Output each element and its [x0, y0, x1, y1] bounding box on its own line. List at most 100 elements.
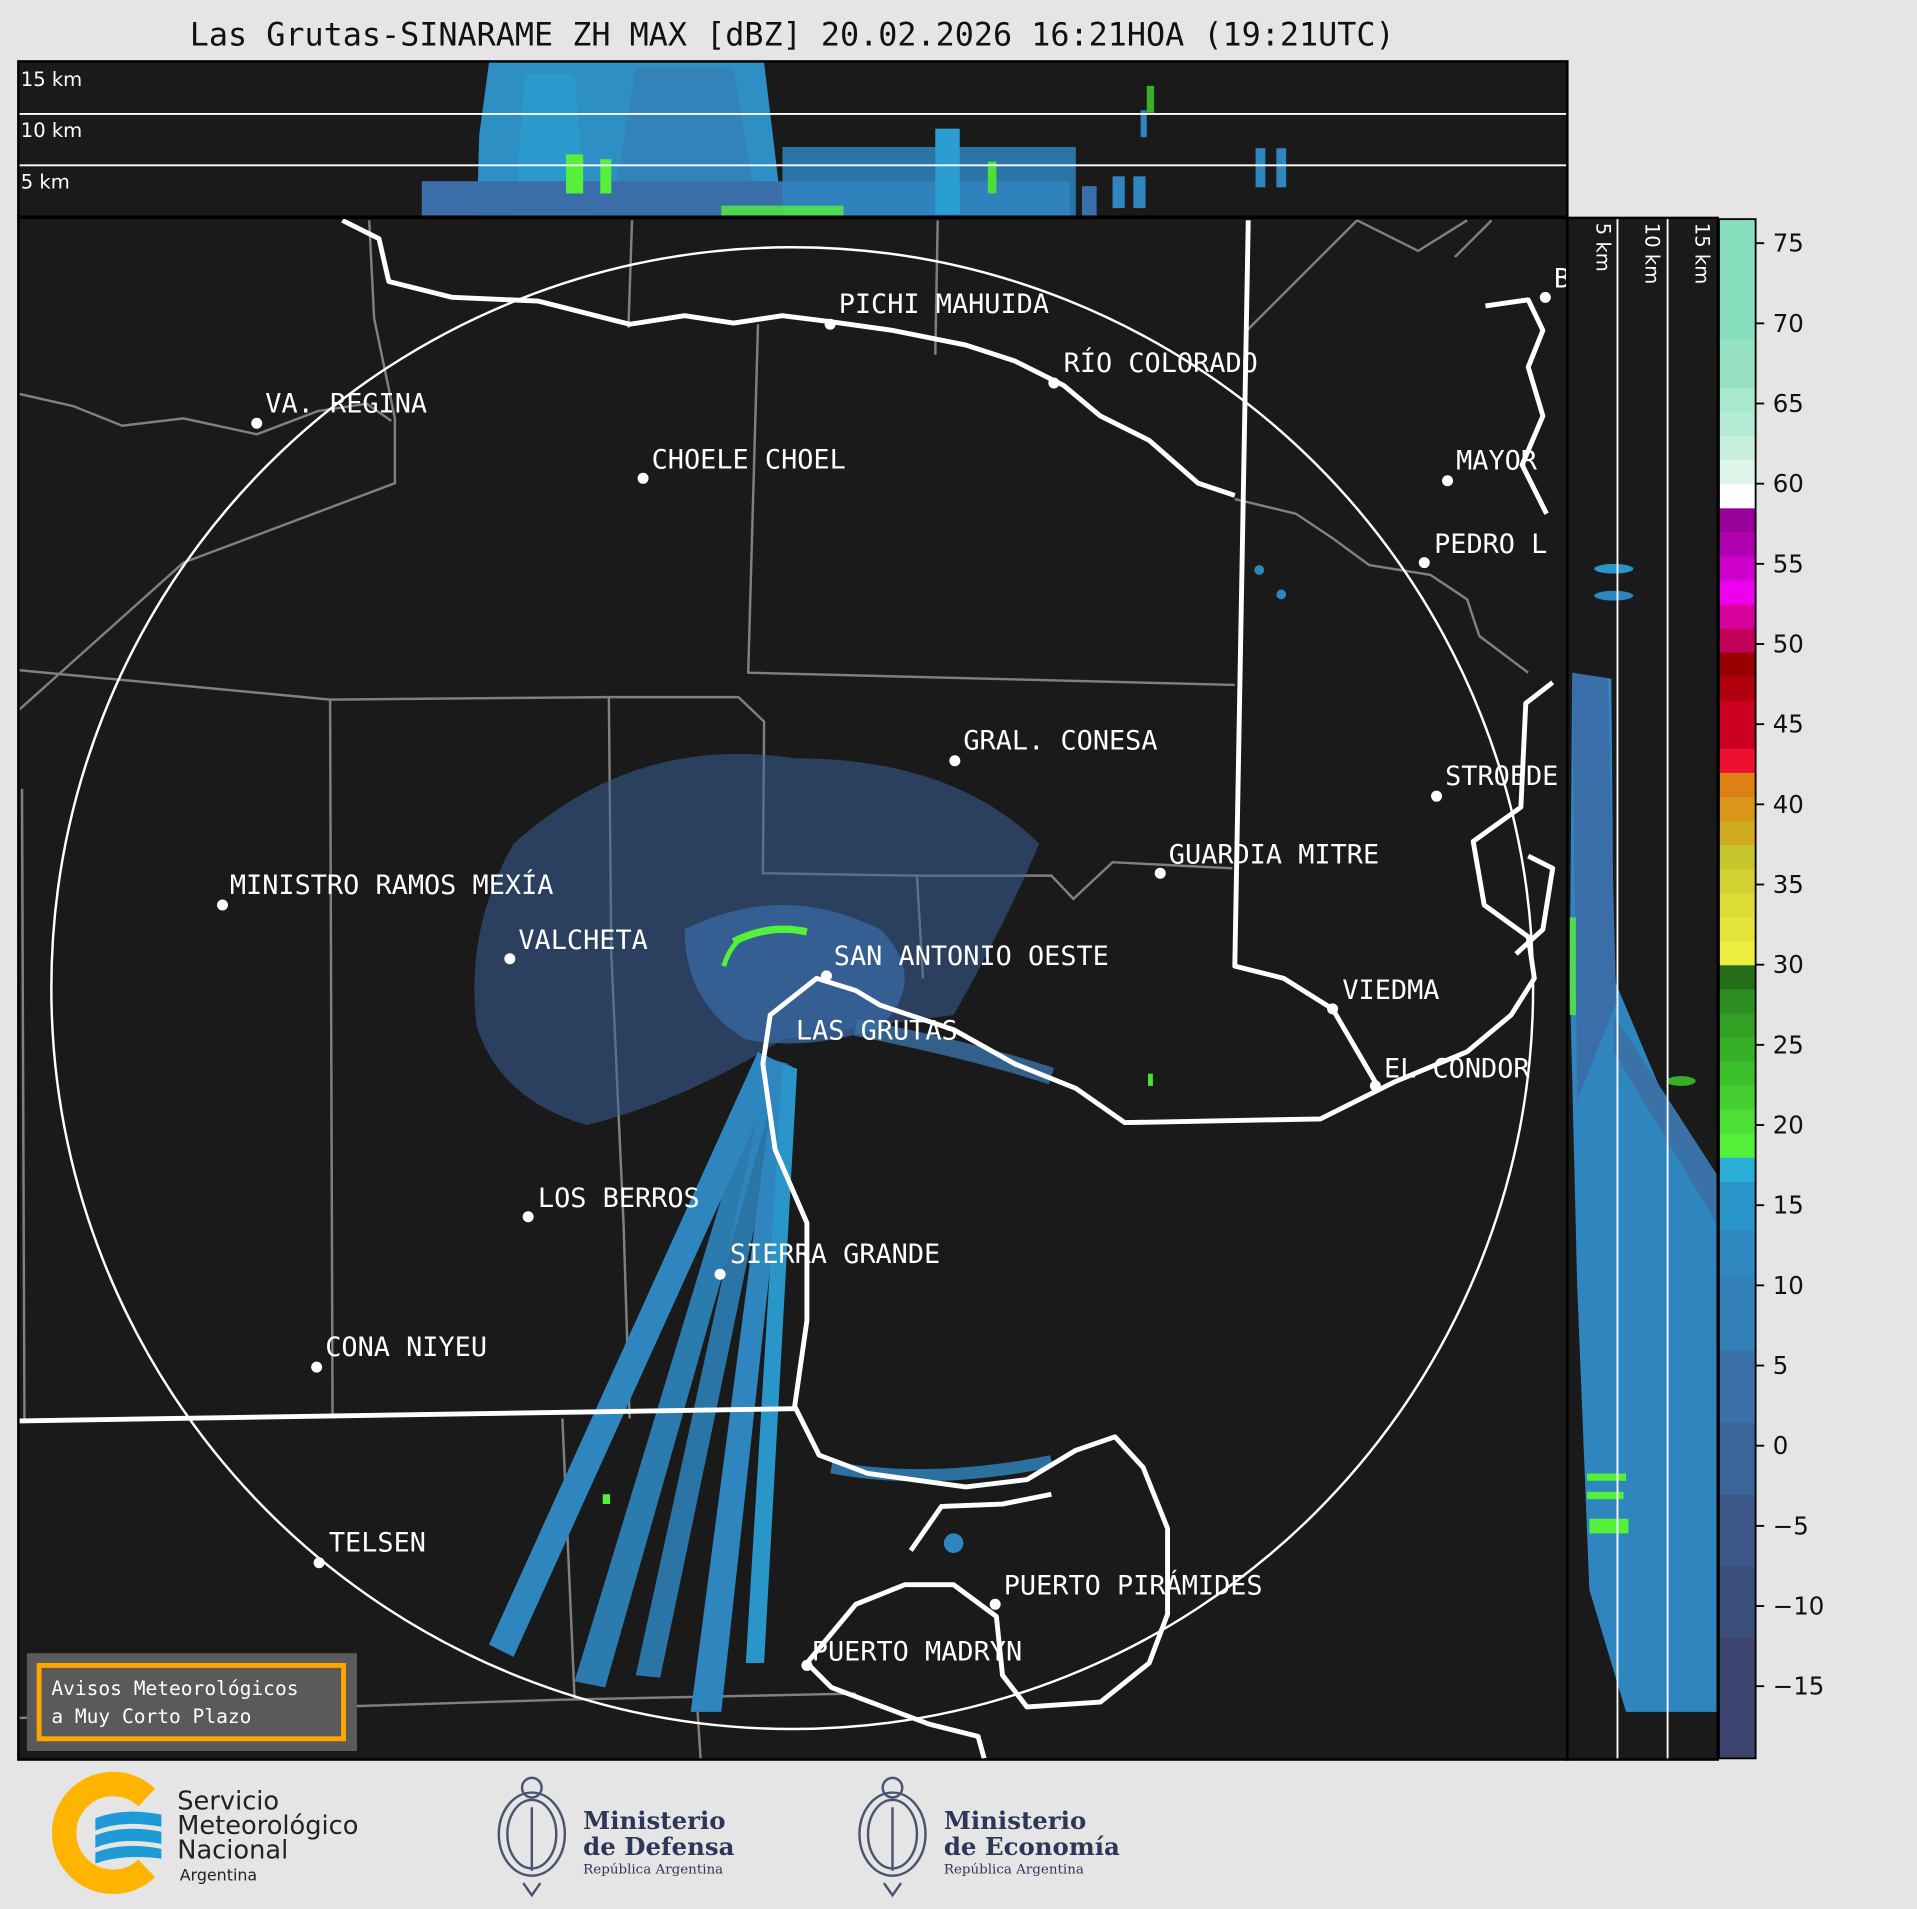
city-rio-colorado: RÍO COLORADO: [1048, 347, 1258, 389]
colorbar-tick-label: 25: [1773, 1030, 1804, 1059]
radar-map[interactable]: PICHI MAHUIDA RÍO COLORADO VA. REGINA CH…: [17, 216, 1570, 1761]
colorbar-tick-label: −10: [1773, 1592, 1825, 1621]
city-puerto-piramides: PUERTO PIRÁMIDES: [989, 1570, 1263, 1610]
colorbar-tick-label: 30: [1773, 950, 1804, 979]
warning-box-line2: a Muy Corto Plazo: [51, 1705, 251, 1728]
colorbar-tick-label: 35: [1773, 870, 1804, 899]
economia-line3: República Argentina: [944, 1862, 1084, 1877]
city-labels: PICHI MAHUIDA RÍO COLORADO VA. REGINA CH…: [217, 264, 1566, 1671]
colorbar-tick-label: 15: [1773, 1191, 1804, 1220]
colorbar-segment: [1718, 820, 1756, 846]
colorbar-segment: [1718, 579, 1756, 605]
city-los-berros: LOS BERROS: [522, 1183, 700, 1223]
colorbar-segment: [1718, 1157, 1756, 1182]
colorbar-segment: [1718, 1277, 1756, 1351]
colorbar-segment: [1718, 411, 1756, 437]
economia-line2: de Economía: [944, 1832, 1120, 1861]
colorbar-tick-label: 60: [1773, 469, 1804, 498]
colorbar-segment: [1718, 700, 1756, 749]
svg-text:RÍO COLORADO: RÍO COLORADO: [1064, 347, 1258, 379]
colorbar-segment: [1718, 748, 1756, 773]
city-san-antonio-oeste: SAN ANTONIO OESTE: [820, 941, 1109, 982]
svg-text:VALCHETA: VALCHETA: [518, 925, 647, 956]
city-ministro-ramos-mexia: MINISTRO RAMOS MEXÍA: [217, 869, 553, 911]
colorbar-frame: [1718, 218, 1757, 1760]
economia-line1: Ministerio: [944, 1806, 1086, 1835]
svg-text:EL CONDOR: EL CONDOR: [1384, 1053, 1530, 1084]
smn-logo-mark-icon: [51, 1771, 156, 1894]
smn-line1: Servicio: [177, 1787, 279, 1817]
warning-box-border: [36, 1662, 346, 1742]
city-telsen: TELSEN: [313, 1528, 426, 1569]
svg-text:STROEDE: STROEDE: [1445, 761, 1558, 792]
ministerio-economia-logo: Ministerio de Economía República Argenti…: [858, 1776, 1120, 1898]
colorbar-segment: [1718, 1181, 1756, 1230]
colorbar-tick-label: 20: [1773, 1111, 1804, 1140]
city-sierra-grande: SIERRA GRANDE: [714, 1239, 940, 1280]
colorbar-segment: [1718, 1421, 1756, 1495]
colorbar-segment: [1718, 1012, 1756, 1038]
svg-text:GUARDIA MITRE: GUARDIA MITRE: [1169, 839, 1379, 870]
defensa-line3: República Argentina: [583, 1862, 723, 1877]
warning-link-box[interactable]: Avisos Meteorológicos a Muy Corto Plazo: [26, 1653, 357, 1752]
top-profile-label-10km: 10 km: [21, 119, 82, 142]
colorbar-segment: [1718, 1108, 1756, 1134]
colorbar-segment: [1718, 1638, 1756, 1759]
colorbar-tick-label: 55: [1773, 549, 1804, 578]
colorbar-segment: [1718, 988, 1756, 1014]
city-pedro-l: PEDRO L: [1418, 529, 1547, 569]
figure-title: Las Grutas-SINARAME ZH MAX [dBZ] 20.02.2…: [190, 18, 1395, 54]
city-stroede: STROEDE: [1431, 761, 1558, 802]
colorbar-segment: [1718, 916, 1756, 942]
radar-echoes: [474, 565, 1287, 1712]
coastline-and-rivers: [19, 219, 1556, 1759]
colorbar-segment: [1718, 339, 1756, 389]
colorbar-tick-label: −5: [1773, 1511, 1809, 1540]
colorbar-segment: [1718, 555, 1756, 581]
colorbar-segment: [1718, 1060, 1756, 1086]
colorbar-tick-label: 75: [1773, 229, 1804, 258]
side-profile-label-15km: 15 km: [1691, 223, 1714, 284]
colorbar-segment: [1718, 1133, 1756, 1158]
colorbar-tick-label: 0: [1773, 1431, 1789, 1460]
svg-text:LOS BERROS: LOS BERROS: [538, 1183, 700, 1214]
colorbar-segment: [1718, 435, 1756, 461]
svg-text:LAS GRUTAS: LAS GRUTAS: [796, 1015, 958, 1046]
city-cona-niyeu: CONA NIYEU: [311, 1332, 487, 1373]
top-profile-label-5km: 5 km: [21, 171, 70, 194]
colorbar-segment: [1718, 844, 1756, 870]
colorbar-segment: [1718, 652, 1756, 677]
city-pichi-mahuida: PICHI MAHUIDA: [824, 289, 1049, 330]
colorbar-tick-label: 40: [1773, 790, 1804, 819]
svg-text:PICHI MAHUIDA: PICHI MAHUIDA: [839, 289, 1049, 320]
svg-text:MINISTRO RAMOS MEXÍA: MINISTRO RAMOS MEXÍA: [230, 869, 554, 901]
side-height-profile: 5 km 10 km 15 km: [1566, 216, 1719, 1761]
svg-text:PUERTO PIRÁMIDES: PUERTO PIRÁMIDES: [1004, 1570, 1263, 1602]
svg-text:TELSEN: TELSEN: [329, 1528, 426, 1559]
city-mayor: MAYOR: [1442, 446, 1538, 487]
svg-text:VA. REGINA: VA. REGINA: [265, 388, 427, 419]
colorbar-tick-label: 5: [1773, 1351, 1789, 1380]
smn-line2: Meteorológico: [177, 1811, 358, 1841]
colorbar-segment: [1718, 892, 1756, 918]
colorbar-segment: [1718, 964, 1756, 990]
colorbar-segment: [1718, 603, 1756, 629]
city-las-grutas: LAS GRUTAS: [796, 1015, 958, 1046]
colorbar-tick-label: 50: [1773, 630, 1804, 659]
svg-text:SAN ANTONIO OESTE: SAN ANTONIO OESTE: [834, 941, 1109, 972]
colorbar-tick-label: 10: [1773, 1271, 1804, 1300]
national-coat-of-arms-icon: [858, 1776, 927, 1898]
top-height-profile: 15 km 10 km 5 km: [17, 60, 1569, 218]
city-choele-choel: CHOELE CHOEL: [637, 445, 846, 484]
city-puerto-madryn: PUERTO MADRYN: [801, 1637, 1022, 1671]
city-va-regina: VA. REGINA: [251, 388, 427, 429]
colorbar-segment: [1718, 676, 1756, 701]
colorbar-segment: [1718, 1493, 1756, 1567]
ministerio-defensa-logo: Ministerio de Defensa República Argentin…: [497, 1776, 735, 1898]
colorbar-tick-label: 45: [1773, 710, 1804, 739]
smn-line3: Nacional: [177, 1836, 288, 1866]
colorbar-segment: [1718, 772, 1756, 797]
city-viedma: VIEDMA: [1327, 975, 1439, 1015]
